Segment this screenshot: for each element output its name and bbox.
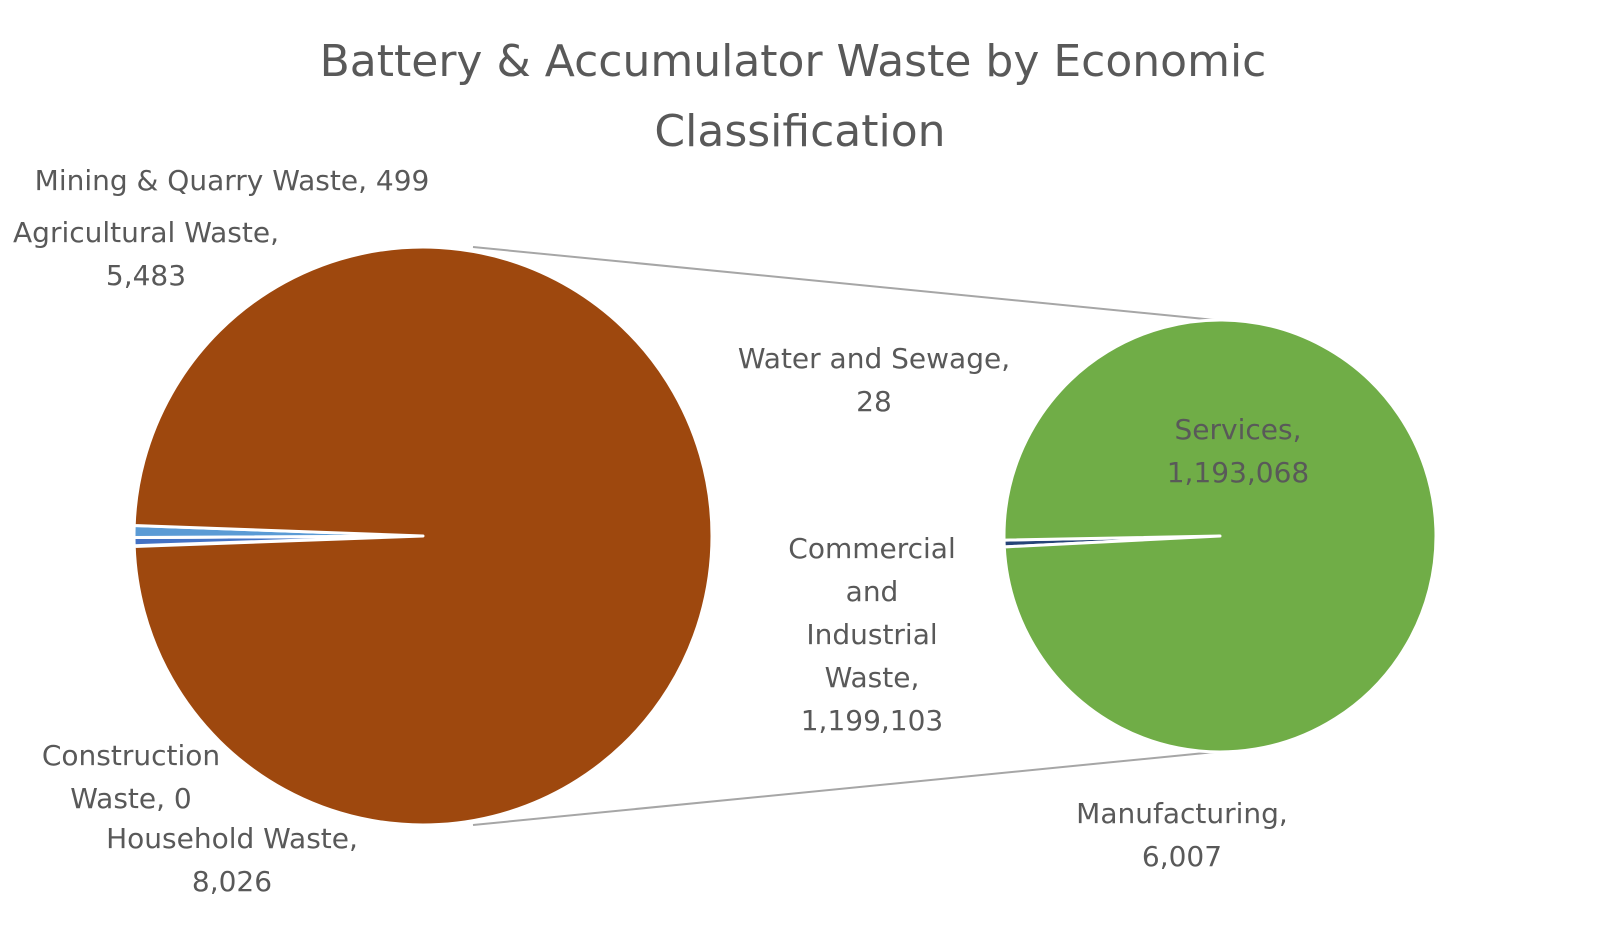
data-label-line: Mining & Quarry Waste, 499 [35,164,430,197]
data-label-household-waste: Household Waste, 8,026 [106,822,358,898]
connector-line-bottom [472,751,1216,826]
data-label-line: Agricultural Waste, [13,216,279,249]
primary-pie [132,245,714,827]
data-label-services: Services, 1,193,068 [1167,413,1310,489]
data-label-line: Household Waste, [106,822,358,855]
data-label-line: Commercial [788,532,955,565]
chart-title: Battery & Accumulator Waste by Economic … [320,36,1281,157]
slice-services [1002,318,1438,754]
data-label-agricultural-waste: Agricultural Waste, 5,483 [13,216,279,292]
data-label-mining-and-quarry-waste: Mining & Quarry Waste, 499 [35,164,430,197]
data-label-commercial-and-industrial-waste: Commercial and Industrial Waste, 1,199,103 [788,532,955,737]
data-label-line: 1,193,068 [1167,456,1310,489]
data-label-line: 28 [856,385,892,418]
data-label-line: 6,007 [1142,840,1222,873]
connector-line-top [472,246,1216,321]
chart-title-line-1: Battery & Accumulator Waste by Economic [320,36,1267,87]
connector-lines [472,246,1216,826]
data-label-line: Industrial [806,618,937,651]
data-label-construction-waste: Construction Waste, 0 [42,739,220,815]
data-label-line: Water and Sewage, [738,342,1010,375]
data-label-line: Services, [1175,413,1302,446]
data-labels: Mining & Quarry Waste, 499 Agricultural W… [13,164,1309,898]
data-label-line: Construction [42,739,220,772]
data-label-line: 8,026 [192,865,272,898]
data-label-line: Waste, [825,661,920,694]
data-label-line: Waste, 0 [70,782,191,815]
secondary-pie [1002,318,1438,754]
data-label-line: 5,483 [106,259,186,292]
data-label-water-and-sewage: Water and Sewage, 28 [738,342,1010,418]
chart-title-line-2: Classification [654,106,945,157]
slice-commercial-and-industrial-waste [132,245,714,827]
data-label-line: Manufacturing, [1076,797,1288,830]
data-label-manufacturing: Manufacturing, 6,007 [1076,797,1288,873]
data-label-line: and [846,575,899,608]
data-label-line: 1,199,103 [801,704,944,737]
